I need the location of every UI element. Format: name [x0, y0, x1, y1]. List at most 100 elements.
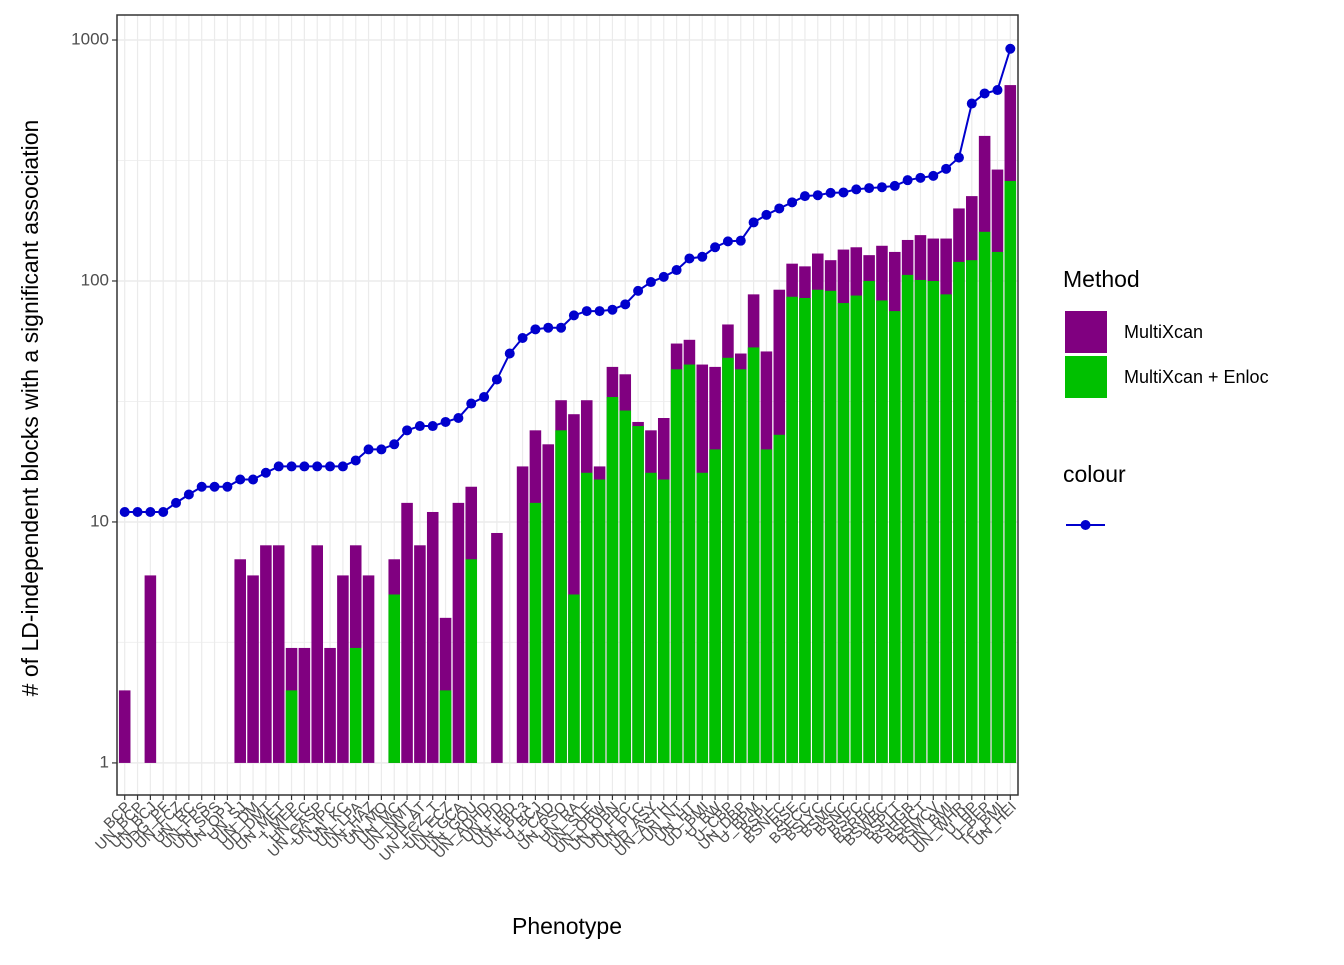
bar [580, 472, 593, 763]
bar [311, 545, 323, 763]
point [222, 481, 233, 492]
bar [516, 466, 529, 763]
point [748, 217, 759, 228]
y-tick-label: 1 [100, 752, 109, 771]
legend-label: MultiXcan [1124, 322, 1203, 342]
point [363, 444, 374, 455]
bar [978, 231, 991, 763]
bar [452, 502, 465, 763]
bar [465, 559, 478, 763]
legend-key [1080, 520, 1091, 530]
bar [991, 251, 1004, 763]
point [466, 398, 477, 409]
bar [799, 297, 811, 763]
point [376, 444, 387, 455]
point [684, 253, 695, 264]
point [812, 190, 823, 201]
bar [529, 502, 542, 763]
point [171, 497, 182, 508]
bar [953, 261, 965, 763]
point [979, 88, 990, 99]
bar [324, 647, 336, 763]
bar [709, 449, 721, 763]
point [196, 481, 207, 492]
bar [260, 545, 272, 763]
bar [426, 511, 439, 763]
point [710, 242, 721, 253]
bar [542, 444, 555, 763]
point [260, 467, 271, 478]
bar [876, 300, 888, 763]
point [864, 183, 875, 194]
bar [683, 364, 696, 763]
point [876, 182, 887, 193]
point [453, 413, 464, 424]
bar [966, 260, 978, 763]
bar [285, 690, 298, 763]
bar [606, 397, 619, 763]
bar [824, 290, 837, 763]
line [124, 48, 1012, 513]
point [337, 461, 348, 472]
bar [247, 575, 259, 763]
x-axis-label: Phenotype [512, 913, 622, 939]
legend-key [1065, 356, 1107, 398]
bar [619, 410, 632, 763]
point [530, 324, 541, 335]
bar [734, 369, 747, 763]
point [825, 187, 836, 198]
point [915, 172, 926, 183]
point [902, 175, 913, 186]
legend-title: Method [1063, 266, 1140, 292]
point [799, 191, 810, 202]
point [350, 455, 361, 466]
bar [491, 532, 503, 763]
point [568, 310, 579, 321]
point [992, 85, 1003, 96]
point [735, 235, 746, 246]
point [581, 306, 592, 317]
point [594, 306, 605, 317]
point [928, 170, 939, 181]
bar [889, 311, 901, 763]
point [607, 304, 618, 315]
point [633, 285, 644, 296]
bar [272, 545, 285, 763]
point [299, 461, 310, 472]
bar [812, 289, 824, 763]
point [774, 203, 785, 214]
point [235, 474, 246, 485]
bar [927, 280, 940, 763]
point [953, 152, 964, 163]
point [479, 392, 490, 403]
bar [645, 472, 657, 763]
bar [760, 449, 773, 763]
point [325, 461, 336, 472]
point [1005, 43, 1016, 54]
point [889, 180, 900, 191]
point [697, 251, 708, 262]
point [851, 184, 862, 195]
point [158, 506, 169, 517]
point [183, 489, 194, 500]
legend-key [1065, 311, 1107, 353]
bar [362, 575, 375, 763]
bar [349, 647, 362, 763]
point [941, 163, 952, 174]
point [132, 506, 143, 517]
bar [593, 479, 606, 763]
y-tick-label: 100 [81, 270, 109, 289]
point [620, 299, 631, 310]
bar [337, 575, 349, 763]
legend-title: colour [1063, 461, 1126, 487]
point [722, 236, 733, 247]
bar [298, 647, 311, 763]
point [787, 197, 798, 208]
legend-label: MultiXcan + Enloc [1124, 367, 1269, 387]
point [427, 421, 438, 432]
bar [555, 430, 567, 763]
bar [670, 369, 683, 763]
point [504, 348, 515, 359]
point [517, 332, 528, 343]
point [645, 277, 656, 288]
